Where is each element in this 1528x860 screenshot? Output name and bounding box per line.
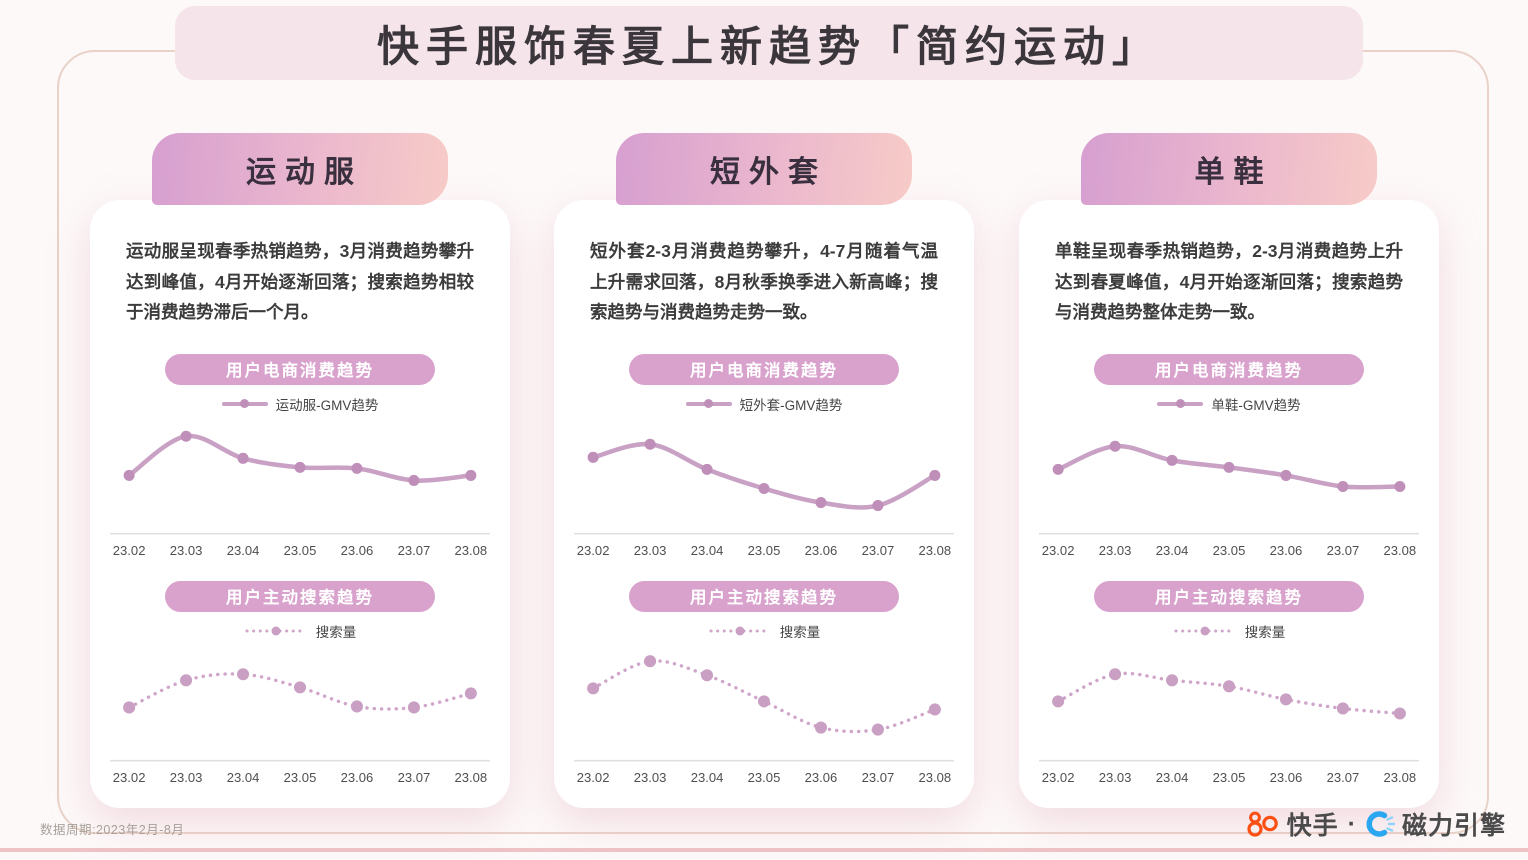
search-trend-badge: 用户主动搜索趋势 [165, 580, 435, 612]
kuaishou-logo-icon [1247, 811, 1278, 837]
search-trend-badge: 用户主动搜索趋势 [1094, 580, 1364, 612]
kuaishou-wordmark: 快手 [1286, 812, 1339, 840]
svg-text:23.08: 23.08 [1384, 543, 1417, 558]
search-legend-label: 搜索量 [315, 624, 357, 640]
svg-text:23.07: 23.07 [1327, 543, 1360, 558]
panel-sportswear-header: 运动服 [152, 133, 448, 205]
panel-short-jacket-header: 短外套 [616, 133, 912, 205]
svg-text:23.07: 23.07 [398, 770, 431, 785]
svg-text:23.02: 23.02 [577, 770, 610, 785]
brand-separator: · [1347, 809, 1356, 838]
svg-text:23.03: 23.03 [634, 543, 667, 558]
panel-sportswear: 运动服 运动服呈现春季热销趋势，3月消费趋势攀升达到峰值，4月开始逐渐回落；搜索… [90, 133, 510, 808]
svg-text:23.02: 23.02 [113, 543, 146, 558]
svg-text:23.04: 23.04 [227, 770, 260, 785]
panel-title: 单鞋 [1194, 156, 1273, 189]
svg-text:23.06: 23.06 [805, 770, 838, 785]
search-legend: 搜索量 [554, 623, 974, 640]
svg-text:23.05: 23.05 [748, 543, 781, 558]
search-trend-chart: 23.02 23.03 23.04 23.05 23.06 23.07 23.08 [1039, 668, 1419, 785]
svg-text:23.02: 23.02 [1042, 770, 1075, 785]
svg-text:23.03: 23.03 [634, 770, 667, 785]
search-legend: 搜索量 [1019, 623, 1439, 640]
svg-text:23.02: 23.02 [1042, 543, 1075, 558]
svg-text:23.03: 23.03 [170, 543, 203, 558]
svg-text:23.03: 23.03 [170, 770, 203, 785]
dotted-line-legend-icon [709, 626, 771, 636]
page-title: 快手服饰春夏上新趋势「简约运动」 [376, 22, 1161, 70]
dotted-line-legend-icon [1174, 626, 1236, 636]
dotted-line-legend-icon [245, 626, 307, 636]
svg-text:23.05: 23.05 [1213, 543, 1246, 558]
svg-text:23.04: 23.04 [1156, 543, 1189, 558]
search-legend: 搜索量 [90, 623, 510, 640]
consumption-trend-badge: 用户电商消费趋势 [1094, 353, 1364, 385]
panel-short-jacket: 短外套 短外套2-3月消费趋势攀升，4-7月随着气温上升需求回落，8月秋季换季进… [554, 133, 974, 808]
panel-shoes-header: 单鞋 [1081, 133, 1377, 205]
svg-text:23.08: 23.08 [919, 770, 952, 785]
gmv-trend-chart: 23.02 23.03 23.04 23.05 23.06 23.07 23.08 [1039, 440, 1419, 558]
panel-description: 单鞋呈现春季热销趋势，2-3月消费趋势上升达到春夏峰值，4月开始逐渐回落；搜索趋… [1055, 241, 1403, 323]
svg-text:23.05: 23.05 [284, 770, 317, 785]
svg-text:23.06: 23.06 [805, 543, 838, 558]
svg-text:23.04: 23.04 [1156, 770, 1189, 785]
svg-text:23.07: 23.07 [862, 770, 895, 785]
solid-line-legend-icon [221, 399, 268, 409]
svg-text:23.03: 23.03 [1099, 543, 1132, 558]
svg-text:23.07: 23.07 [1327, 770, 1360, 785]
svg-text:23.04: 23.04 [227, 543, 260, 558]
panel-shoes: 单鞋 单鞋呈现春季热销趋势，2-3月消费趋势上升达到春夏峰值，4月开始逐渐回落；… [1019, 133, 1439, 808]
svg-text:23.03: 23.03 [1099, 770, 1132, 785]
svg-text:23.04: 23.04 [691, 543, 724, 558]
gmv-legend-label: 短外套-GMV趋势 [739, 397, 843, 413]
bottom-accent-line [0, 848, 1528, 852]
svg-text:23.04: 23.04 [691, 770, 724, 785]
gmv-legend-label: 单鞋-GMV趋势 [1211, 397, 1301, 413]
panel-description: 运动服呈现春季热销趋势，3月消费趋势攀升达到峰值，4月开始逐渐回落；搜索趋势相较… [126, 241, 474, 323]
svg-text:23.05: 23.05 [1213, 770, 1246, 785]
svg-text:23.05: 23.05 [748, 770, 781, 785]
search-trend-chart: 23.02 23.03 23.04 23.05 23.06 23.07 23.08 [574, 655, 954, 785]
gmv-legend: 单鞋-GMV趋势 [1019, 396, 1439, 413]
gmv-trend-chart: 23.02 23.03 23.04 23.05 23.06 23.07 23.08 [574, 438, 954, 558]
search-legend-label: 搜索量 [1244, 624, 1286, 640]
svg-text:23.08: 23.08 [1384, 770, 1417, 785]
gmv-legend-label: 运动服-GMV趋势 [275, 397, 379, 413]
consumption-trend-badge: 用户电商消费趋势 [165, 353, 435, 385]
gmv-trend-chart: 23.02 23.03 23.04 23.05 23.06 23.07 23.08 [110, 430, 490, 558]
svg-text:23.07: 23.07 [398, 543, 431, 558]
data-period-note: 数据周期:2023年2月-8月 [40, 823, 185, 837]
panel-title: 短外套 [710, 156, 827, 189]
title-band: 快手服饰春夏上新趋势「简约运动」 [175, 6, 1363, 80]
search-trend-badge: 用户主动搜索趋势 [629, 580, 899, 612]
solid-line-legend-icon [685, 399, 732, 409]
panel-title: 运动服 [246, 156, 363, 189]
svg-text:23.06: 23.06 [341, 543, 374, 558]
panel-description: 短外套2-3月消费趋势攀升，4-7月随着气温上升需求回落，8月秋季换季进入新高峰… [590, 241, 938, 323]
svg-text:23.06: 23.06 [341, 770, 374, 785]
engine-wordmark: 磁力引擎 [1401, 812, 1506, 840]
svg-text:23.08: 23.08 [455, 543, 488, 558]
svg-text:23.06: 23.06 [1270, 543, 1303, 558]
solid-line-legend-icon [1157, 399, 1204, 409]
gmv-legend: 短外套-GMV趋势 [554, 396, 974, 413]
gmv-legend: 运动服-GMV趋势 [90, 396, 510, 413]
svg-text:23.05: 23.05 [284, 543, 317, 558]
svg-text:23.06: 23.06 [1270, 770, 1303, 785]
consumption-trend-badge: 用户电商消费趋势 [629, 353, 899, 385]
svg-text:23.08: 23.08 [455, 770, 488, 785]
svg-text:23.02: 23.02 [577, 543, 610, 558]
search-legend-label: 搜索量 [779, 624, 821, 640]
brand-logos: 快手 · 磁力引擎 [1246, 806, 1506, 842]
magnetic-engine-logo-icon [1366, 811, 1395, 837]
svg-text:23.08: 23.08 [919, 543, 952, 558]
search-trend-chart: 23.02 23.03 23.04 23.05 23.06 23.07 23.08 [110, 668, 490, 785]
svg-text:23.02: 23.02 [113, 770, 146, 785]
svg-text:23.07: 23.07 [862, 543, 895, 558]
